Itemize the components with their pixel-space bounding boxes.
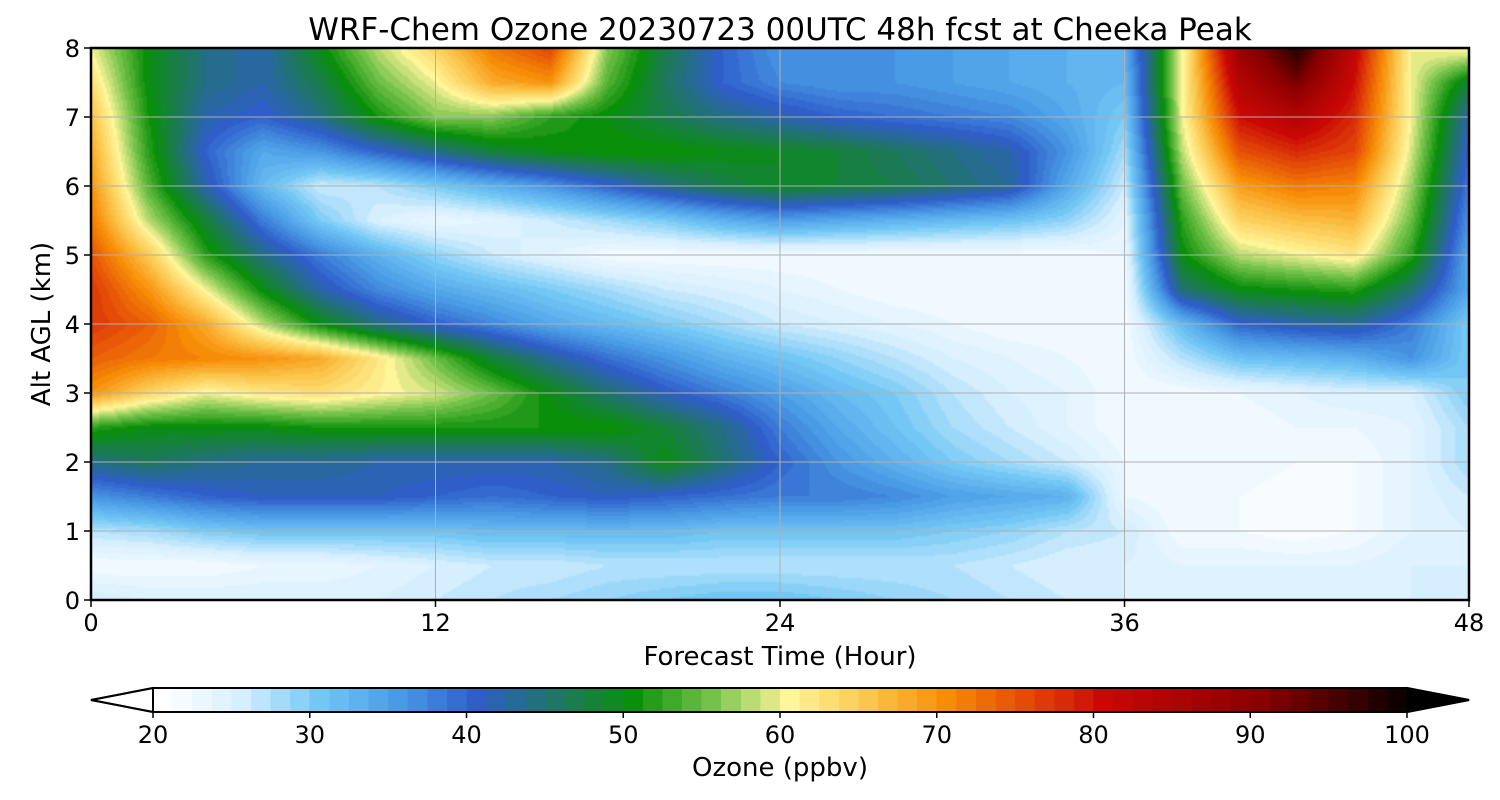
y-tick-label: 0: [65, 587, 80, 615]
colorbar: 20 30 40 50 60 70 80 90 100 Ozone (ppbv): [90, 686, 1470, 783]
colorbar-extend-high: [1406, 686, 1470, 714]
y-tick-label: 3: [65, 380, 80, 408]
colorbar-ticks: 20 30 40 50 60 70 80 90 100: [138, 712, 1430, 749]
y-axis: 0 1 2 3 4 5 6 7 8: [65, 35, 91, 615]
y-tick-label: 7: [65, 104, 80, 132]
colorbar-tick-label: 30: [294, 721, 325, 749]
x-tick-label: 0: [83, 609, 98, 637]
colorbar-tick-label: 50: [608, 721, 639, 749]
x-tick-label: 12: [420, 609, 451, 637]
colorbar-tick-label: 20: [138, 721, 169, 749]
x-tick-label: 36: [1109, 609, 1140, 637]
colorbar-tick-label: 90: [1235, 721, 1266, 749]
chart-title: WRF-Chem Ozone 20230723 00UTC 48h fcst a…: [308, 12, 1252, 48]
x-axis: 0 12 24 36 48: [83, 600, 1484, 637]
colorbar-extend-low: [90, 686, 154, 714]
colorbar-label: Ozone (ppbv): [692, 753, 868, 783]
y-tick-label: 5: [65, 242, 80, 270]
x-tick-label: 24: [765, 609, 796, 637]
colorbar-tick-label: 40: [451, 721, 482, 749]
colorbar-tick-label: 70: [921, 721, 952, 749]
plot-area: [89, 46, 1471, 602]
colorbar-tick-label: 100: [1384, 721, 1430, 749]
y-tick-label: 8: [65, 35, 80, 63]
colorbar-tick-label: 60: [765, 721, 796, 749]
y-tick-label: 1: [65, 518, 80, 546]
colorbar-ramp: [153, 688, 1407, 712]
y-tick-label: 4: [65, 311, 80, 339]
y-tick-label: 6: [65, 173, 80, 201]
x-axis-label: Forecast Time (Hour): [643, 642, 916, 672]
y-tick-label: 2: [65, 449, 80, 477]
y-axis-label: Alt AGL (km): [27, 242, 57, 406]
colorbar-tick-label: 80: [1078, 721, 1109, 749]
x-tick-label: 48: [1454, 609, 1485, 637]
